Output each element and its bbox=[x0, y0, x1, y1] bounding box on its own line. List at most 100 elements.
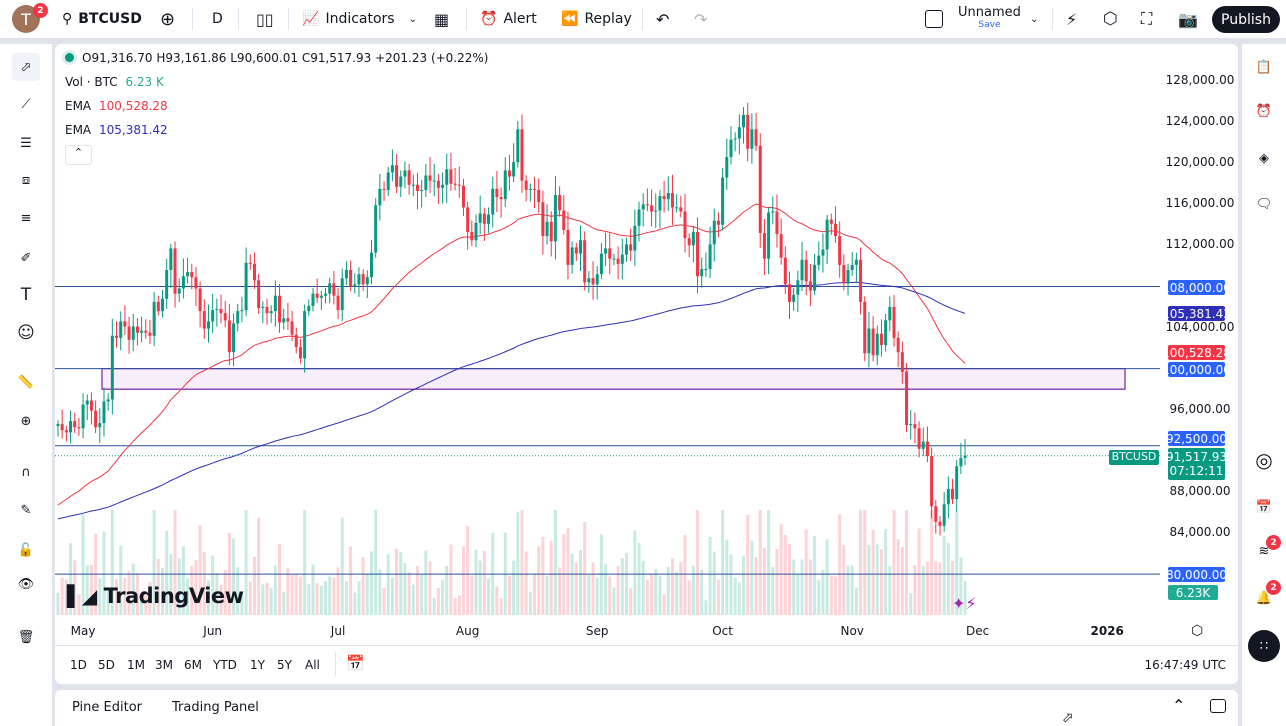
volume-bar bbox=[236, 567, 240, 615]
replay-button[interactable]: ⏪ Replay bbox=[561, 0, 632, 38]
bell-badge: 2 bbox=[1266, 580, 1281, 595]
redo-icon[interactable]: ↷ bbox=[694, 9, 708, 29]
candle-body bbox=[934, 506, 938, 522]
replay-label: Replay bbox=[584, 11, 632, 27]
eye-icon[interactable]: 👁 bbox=[17, 576, 35, 592]
emoji-icon[interactable]: ☺ bbox=[17, 323, 35, 343]
text-icon[interactable]: T bbox=[20, 285, 32, 305]
indicators-button[interactable]: 📈 Indicators ⌄ bbox=[302, 0, 417, 38]
ema-slow-legend: EMA 105,381.42 bbox=[65, 123, 168, 137]
volume-bar bbox=[269, 587, 273, 615]
lock-drawing-icon[interactable]: ✎ bbox=[20, 502, 32, 518]
lightning-icon[interactable]: ✦⚡ bbox=[952, 594, 977, 613]
range-button-1y[interactable]: 1Y bbox=[250, 658, 265, 672]
bell-icon[interactable]: 🔔 bbox=[1255, 590, 1273, 606]
candle-body bbox=[328, 283, 332, 294]
volume-bar bbox=[315, 583, 319, 615]
alerts-clock-icon[interactable]: ⏰ bbox=[1255, 103, 1273, 119]
symbol-search[interactable]: ⚲ BTCUSD bbox=[62, 0, 142, 38]
undo-icon[interactable]: ↶ bbox=[656, 9, 670, 29]
drawing-toolbar: ⬀ ⟋ ☰ ⧈ ≡ ✐ T ☺ 📏 ⊕ ∩ ✎ 🔓 👁 🗑 bbox=[0, 44, 52, 726]
trend-line-icon[interactable]: ⟋ bbox=[21, 96, 31, 112]
candle-body bbox=[60, 424, 64, 431]
candle-body bbox=[290, 321, 294, 335]
lock-icon[interactable]: 🔓 bbox=[17, 542, 35, 558]
goto-date-icon[interactable]: 📅 bbox=[346, 654, 365, 672]
axis-settings-icon[interactable]: ⬡ bbox=[1191, 623, 1204, 639]
volume-bar bbox=[558, 567, 562, 615]
calendar-icon[interactable]: 📅 bbox=[1255, 499, 1273, 515]
fullscreen-icon[interactable]: ⛶ bbox=[1141, 9, 1153, 28]
volume-bar bbox=[549, 540, 553, 615]
tab-trading-panel[interactable]: Trading Panel bbox=[172, 700, 259, 715]
brush-icon[interactable]: ✐ bbox=[20, 250, 32, 266]
layout-checkbox[interactable] bbox=[925, 0, 943, 38]
collapse-panel-icon[interactable]: ⌃ bbox=[1172, 696, 1186, 715]
cursor-icon[interactable]: ⬀ bbox=[12, 53, 40, 81]
candle-body bbox=[190, 272, 194, 278]
feed-icon[interactable]: ≋ bbox=[1258, 543, 1270, 559]
maximize-panel-icon[interactable] bbox=[1210, 699, 1226, 713]
horizontal-lines-icon[interactable]: ☰ bbox=[20, 135, 32, 151]
magnet-icon[interactable]: ∩ bbox=[21, 464, 31, 480]
chat-icon[interactable]: 🗨 bbox=[1255, 196, 1273, 212]
settings-icon[interactable]: ⬡ bbox=[1103, 9, 1118, 29]
candle-body bbox=[370, 252, 373, 278]
apps-icon[interactable]: ∷ bbox=[1248, 630, 1280, 662]
alert-button[interactable]: ⏰ Alert bbox=[480, 0, 537, 38]
candle-body bbox=[704, 268, 708, 270]
trash-icon[interactable]: 🗑 bbox=[17, 629, 35, 645]
pattern-icon[interactable]: ⧈ bbox=[21, 172, 31, 188]
label-ema-slow: 105,381.42 bbox=[1162, 306, 1231, 321]
chart-panel[interactable]: O91,316.70 H93,161.86 L90,600.01 C91,517… bbox=[55, 44, 1238, 684]
candle-body bbox=[357, 274, 361, 285]
candle-body bbox=[411, 184, 415, 186]
volume-bar bbox=[708, 536, 712, 615]
candle-body bbox=[742, 114, 746, 128]
volume-bar bbox=[370, 551, 373, 615]
publish-button[interactable]: Publish bbox=[1212, 6, 1280, 33]
candles-icon[interactable]: ▯▯ bbox=[256, 9, 274, 29]
watchlist-icon[interactable]: 📋 bbox=[1255, 59, 1273, 75]
vol-label: Vol · BTC bbox=[65, 75, 118, 89]
volume-bar bbox=[499, 598, 503, 615]
layout-name[interactable]: Unnamed Save bbox=[958, 5, 1021, 30]
range-button-1d[interactable]: 1D bbox=[70, 658, 87, 672]
range-button-all[interactable]: All bbox=[305, 658, 320, 672]
candle-body bbox=[838, 236, 842, 265]
camera-icon[interactable]: 📷 bbox=[1178, 9, 1198, 29]
volume-bar bbox=[98, 578, 102, 615]
candle-body bbox=[833, 223, 837, 237]
volume-bar bbox=[721, 510, 725, 615]
range-button-3m[interactable]: 3M bbox=[155, 658, 173, 672]
layers-icon[interactable]: ◈ bbox=[1259, 150, 1269, 166]
candle-body bbox=[311, 293, 315, 306]
zoom-in-icon[interactable]: ⊕ bbox=[20, 413, 32, 429]
price-chart[interactable] bbox=[55, 44, 1238, 620]
range-button-6m[interactable]: 6M bbox=[184, 658, 202, 672]
fib-icon[interactable]: ≡ bbox=[20, 210, 32, 226]
volume-bar bbox=[194, 559, 198, 615]
add-symbol-icon[interactable]: ⊕ bbox=[160, 8, 176, 30]
layout-chevron-icon[interactable]: ⌄ bbox=[1030, 13, 1039, 25]
layouts-icon[interactable]: ▦ bbox=[434, 9, 450, 29]
range-button-5y[interactable]: 5Y bbox=[277, 658, 292, 672]
range-button-ytd[interactable]: YTD bbox=[213, 658, 237, 672]
volume-bar bbox=[520, 510, 524, 615]
candle-body bbox=[825, 219, 829, 250]
collapse-legend-button[interactable]: ⌃ bbox=[65, 145, 92, 165]
range-button-1m[interactable]: 1M bbox=[127, 658, 145, 672]
volume-bar bbox=[792, 559, 796, 615]
save-label[interactable]: Save bbox=[978, 20, 1001, 30]
candle-body bbox=[829, 219, 833, 224]
feed-badge: 2 bbox=[1266, 535, 1281, 550]
volume-legend: Vol · BTC 6.23 K bbox=[65, 75, 164, 89]
tab-pine-editor[interactable]: Pine Editor bbox=[72, 700, 143, 715]
target-icon[interactable]: ◎ bbox=[1255, 448, 1273, 472]
ruler-icon[interactable]: 📏 bbox=[17, 374, 35, 390]
quick-search-icon[interactable]: ⚡ bbox=[1066, 9, 1078, 29]
layout-name-label: Unnamed bbox=[958, 5, 1021, 20]
range-button-5d[interactable]: 5D bbox=[98, 658, 115, 672]
price-tick: 120,000.00 bbox=[1165, 155, 1235, 170]
interval-button[interactable]: D bbox=[212, 11, 223, 27]
